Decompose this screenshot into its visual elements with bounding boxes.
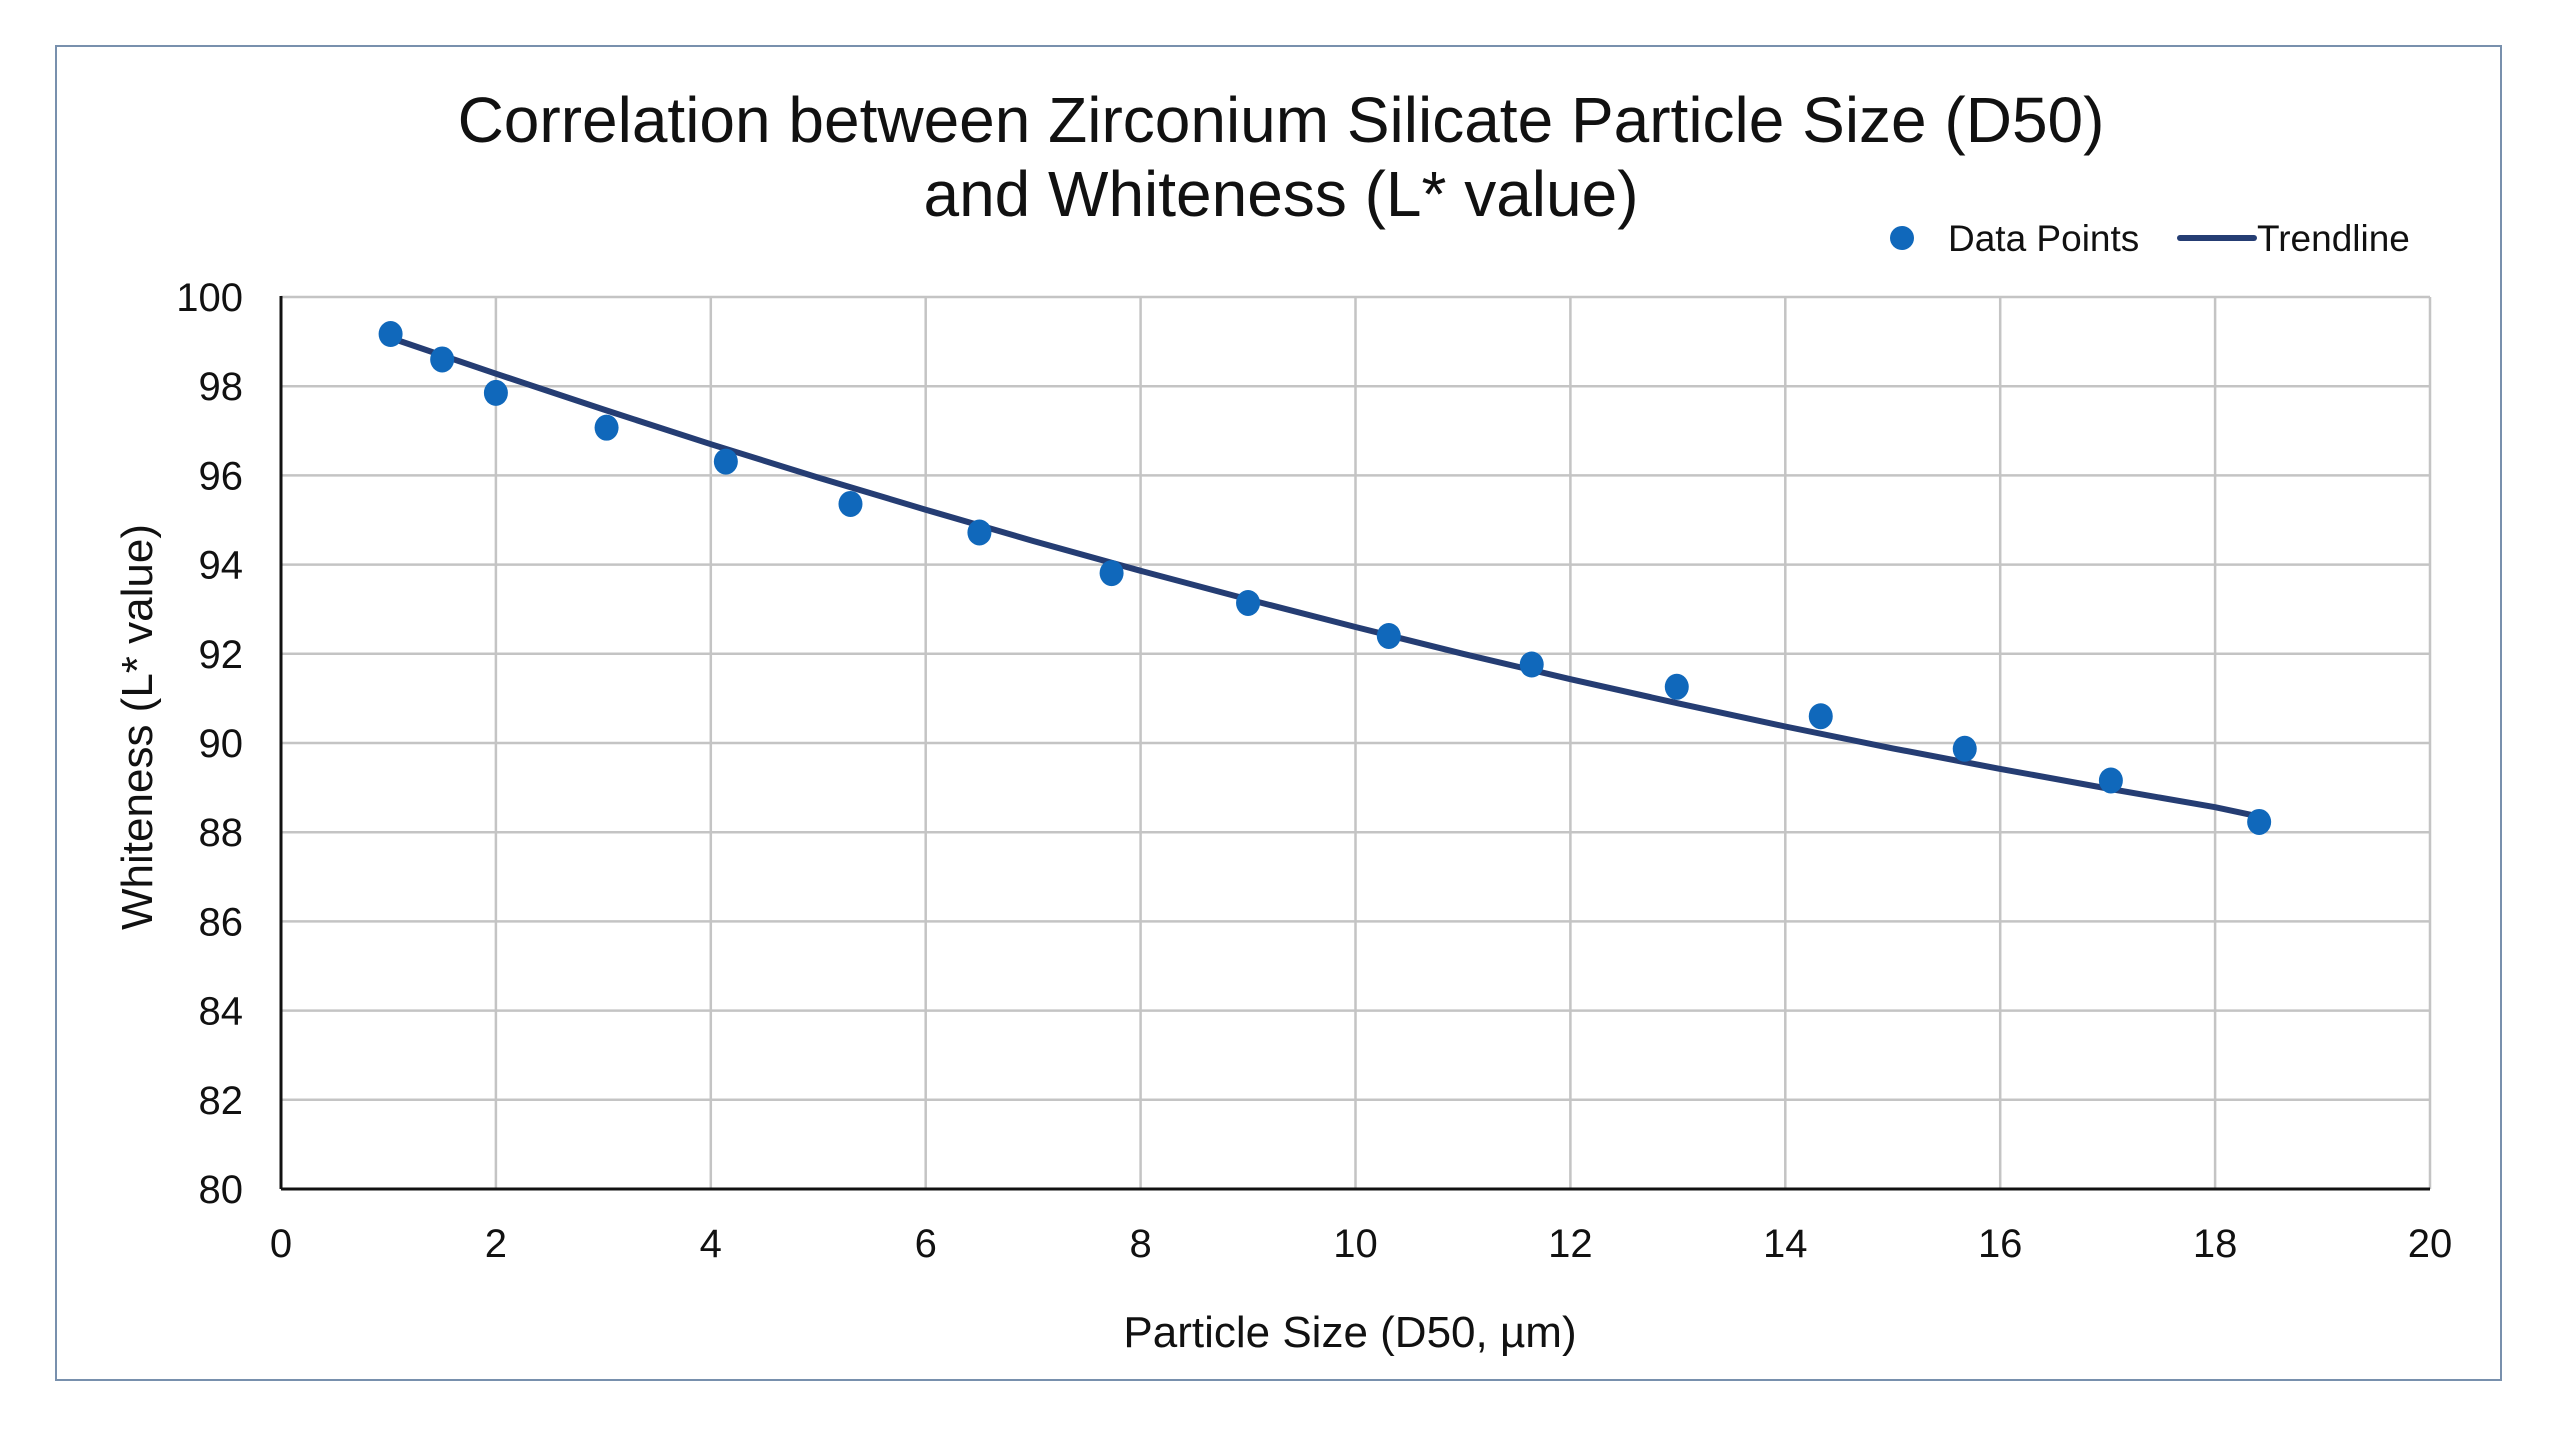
- legend-item-trendline[interactable]: Trendline: [2177, 218, 2410, 259]
- x-tick-labels: 0 2 4 6 8 10 12 14 16 18 20: [270, 1222, 2452, 1266]
- legend-item-data-points[interactable]: Data Points: [1890, 218, 2139, 259]
- data-point[interactable]: [2098, 767, 2123, 794]
- x-tick-label: 16: [1978, 1222, 2023, 1266]
- x-tick-label: 8: [1129, 1222, 1151, 1266]
- legend: Data Points Trendline: [1890, 218, 2410, 259]
- y-tick-label: 90: [199, 722, 244, 766]
- legend-label-data-points: Data Points: [1948, 218, 2139, 259]
- data-point[interactable]: [2247, 808, 2272, 835]
- legend-marker-dot-icon: [1890, 226, 1914, 250]
- chart-frame: [55, 45, 2502, 1381]
- x-tick-label: 12: [1548, 1222, 1593, 1266]
- x-tick-label: 18: [2193, 1222, 2238, 1266]
- data-point[interactable]: [967, 519, 992, 546]
- data-point[interactable]: [1952, 735, 1977, 762]
- data-point[interactable]: [483, 379, 508, 406]
- y-axis-label: Whiteness (L* value): [113, 524, 162, 930]
- x-tick-label: 10: [1333, 1222, 1378, 1266]
- data-point[interactable]: [1376, 622, 1401, 649]
- x-tick-label: 2: [485, 1222, 507, 1266]
- y-tick-label: 94: [199, 544, 244, 588]
- data-point[interactable]: [1664, 673, 1689, 700]
- x-tick-label: 0: [270, 1222, 292, 1266]
- y-tick-label: 86: [199, 900, 244, 944]
- y-tick-label: 80: [199, 1168, 244, 1212]
- data-point[interactable]: [1519, 651, 1544, 678]
- y-tick-label: 82: [199, 1079, 244, 1123]
- y-tick-label: 92: [199, 633, 244, 677]
- data-point[interactable]: [838, 490, 863, 517]
- y-tick-labels: 80 82 84 86 88 90 92 94 96 98 100: [176, 276, 243, 1212]
- data-point[interactable]: [430, 346, 455, 373]
- chart-title-line-2: and Whiteness (L* value): [923, 158, 1638, 230]
- data-point[interactable]: [1808, 703, 1833, 730]
- y-tick-label: 98: [199, 365, 244, 409]
- axes: [279, 296, 2430, 1191]
- y-tick-label: 96: [199, 454, 244, 498]
- y-tick-label: 100: [176, 276, 243, 320]
- y-tick-label: 88: [199, 811, 244, 855]
- data-point[interactable]: [1236, 589, 1261, 616]
- data-point[interactable]: [378, 321, 403, 348]
- chart-title: Correlation between Zirconium Silicate P…: [458, 84, 2105, 230]
- chart-title-line-1: Correlation between Zirconium Silicate P…: [458, 84, 2105, 156]
- y-tick-label: 84: [199, 990, 244, 1034]
- x-tick-label: 14: [1763, 1222, 1808, 1266]
- data-point[interactable]: [1099, 560, 1124, 587]
- x-axis-label: Particle Size (D50, µm): [1123, 1308, 1576, 1357]
- data-point[interactable]: [594, 414, 619, 441]
- legend-label-trendline: Trendline: [2257, 218, 2410, 259]
- x-tick-label: 20: [2408, 1222, 2453, 1266]
- trendline: [385, 334, 2263, 820]
- x-tick-label: 4: [700, 1222, 722, 1266]
- x-tick-label: 6: [915, 1222, 937, 1266]
- data-point[interactable]: [713, 448, 738, 475]
- plot-series: [378, 321, 2272, 835]
